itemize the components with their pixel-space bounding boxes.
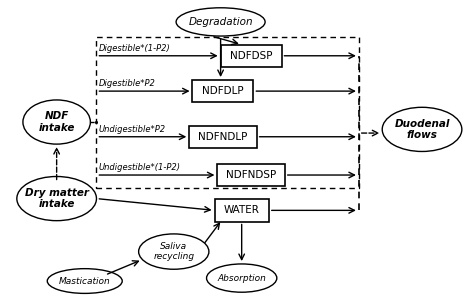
Bar: [189, 126, 257, 148]
Text: Digestible*P2: Digestible*P2: [99, 79, 155, 88]
Bar: [215, 199, 269, 221]
Text: WATER: WATER: [224, 206, 260, 215]
Text: Digestible*(1-P2): Digestible*(1-P2): [99, 44, 171, 53]
Text: Dry matter
intake: Dry matter intake: [25, 188, 89, 209]
Text: Absorption: Absorption: [217, 274, 266, 283]
Ellipse shape: [23, 100, 91, 144]
Ellipse shape: [176, 8, 265, 36]
Text: Undigestible*P2: Undigestible*P2: [99, 125, 166, 134]
Text: NDFNDLP: NDFNDLP: [198, 132, 247, 142]
Ellipse shape: [17, 176, 97, 221]
Text: NDF
intake: NDF intake: [38, 111, 75, 133]
Text: NDFDSP: NDFDSP: [230, 51, 272, 61]
Ellipse shape: [207, 264, 277, 292]
Bar: [192, 80, 254, 102]
Bar: [97, 37, 359, 188]
Bar: [220, 45, 282, 67]
Ellipse shape: [47, 269, 122, 293]
Text: NDFDLP: NDFDLP: [202, 86, 244, 96]
Bar: [217, 164, 285, 186]
Text: Saliva
recycling: Saliva recycling: [153, 242, 194, 261]
Ellipse shape: [382, 107, 462, 152]
Text: Duodenal
flows: Duodenal flows: [394, 118, 450, 140]
Text: Degradation: Degradation: [188, 17, 253, 27]
Text: NDFNDSP: NDFNDSP: [226, 170, 276, 180]
Ellipse shape: [138, 234, 209, 269]
Text: Undigestible*(1-P2): Undigestible*(1-P2): [99, 163, 181, 172]
Text: Mastication: Mastication: [59, 277, 110, 286]
